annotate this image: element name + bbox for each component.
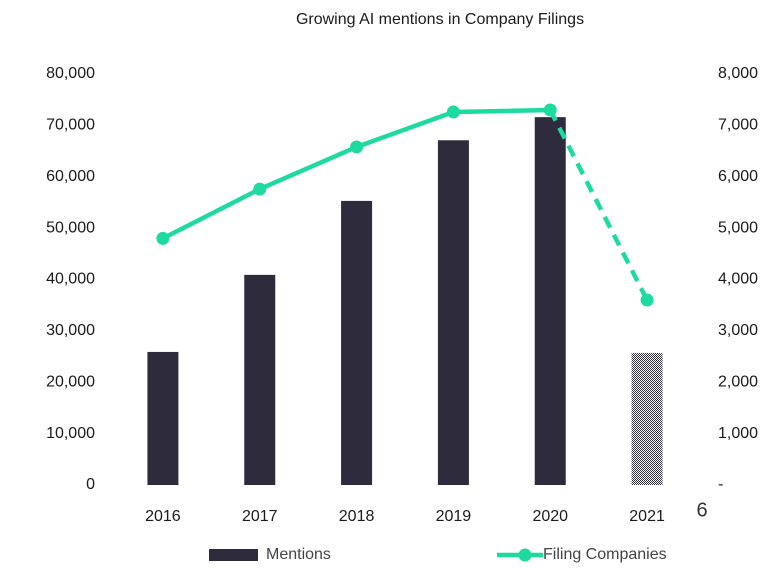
line-marker: [640, 293, 654, 307]
legend-swatch-marker: [518, 548, 532, 562]
x-tick-label: 2019: [436, 508, 472, 525]
y-tick-label: 30,000: [46, 322, 95, 339]
line-marker: [543, 103, 557, 117]
y-tick-label: 70,000: [46, 117, 95, 134]
x-tick-label: 2017: [242, 508, 278, 525]
y-tick-label: 60,000: [46, 168, 95, 185]
legend-label: Mentions: [266, 546, 331, 563]
y-tick-label: 40,000: [46, 271, 95, 288]
bar: [244, 274, 276, 485]
y2-tick-label: -: [718, 476, 723, 493]
y-tick-label: 10,000: [46, 425, 95, 442]
bar: [631, 352, 663, 485]
y-tick-label: 20,000: [46, 373, 95, 390]
y2-tick-label: 1,000: [718, 425, 758, 442]
line: [548, 108, 650, 302]
x-tick-label: 2016: [145, 508, 181, 525]
y2-tick-label: 8,000: [718, 65, 758, 82]
y2-tick-label: 7,000: [718, 117, 758, 134]
bar: [147, 351, 179, 485]
bar: [437, 140, 469, 485]
y2-tick-label: 5,000: [718, 219, 758, 236]
page-number: 6: [696, 499, 707, 521]
legend-swatch: [209, 549, 258, 561]
y2-tick-label: 4,000: [718, 271, 758, 288]
x-tick-label: 2020: [532, 508, 568, 525]
y2-tick-label: 6,000: [718, 168, 758, 185]
line-marker: [446, 105, 460, 119]
line-marker: [253, 182, 267, 196]
legend-label: Filing Companies: [543, 546, 667, 563]
bar: [534, 117, 566, 485]
line-marker: [156, 231, 170, 245]
chart-title: Growing AI mentions in Company Filings: [296, 11, 584, 28]
y-tick-label: 50,000: [46, 219, 95, 236]
bar: [341, 200, 373, 486]
x-tick-label: 2021: [629, 508, 665, 525]
y-tick-label: 0: [86, 476, 95, 493]
y2-tick-label: 2,000: [718, 373, 758, 390]
y2-tick-label: 3,000: [718, 322, 758, 339]
line-marker: [350, 140, 364, 154]
x-tick-label: 2018: [339, 508, 375, 525]
y-tick-label: 80,000: [46, 65, 95, 82]
